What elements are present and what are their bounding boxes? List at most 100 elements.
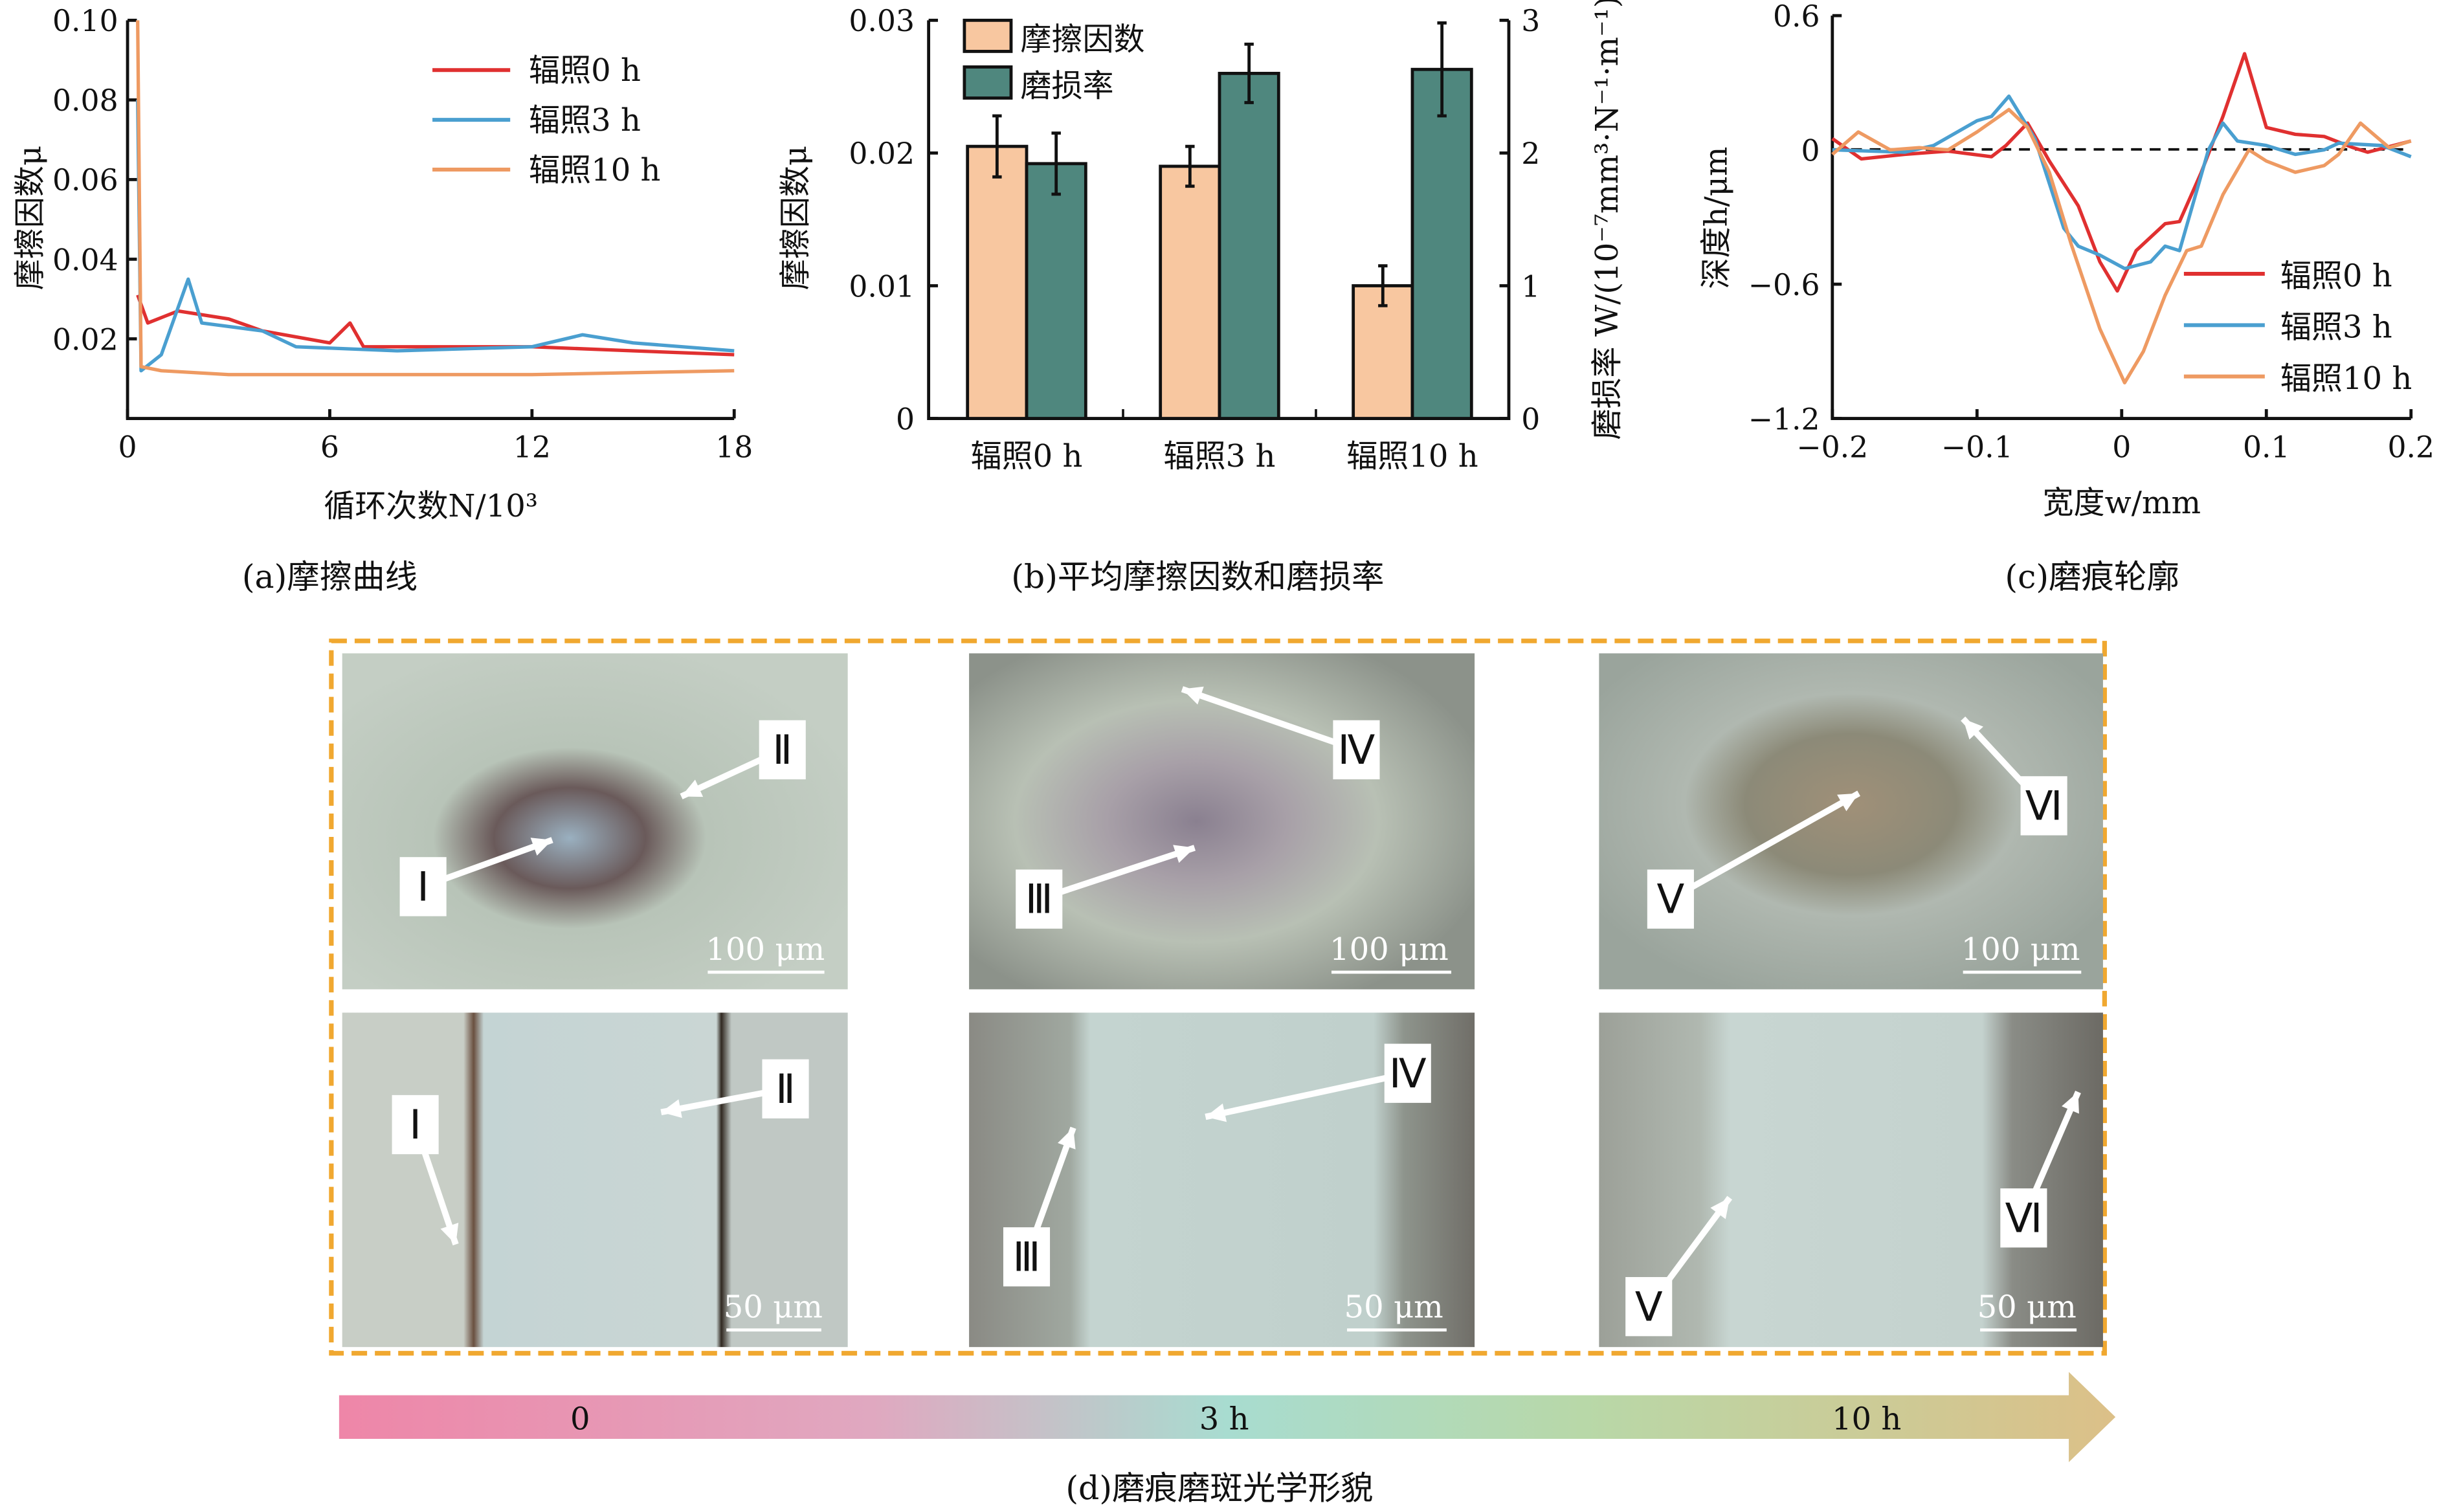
series-line-1	[136, 100, 735, 373]
arrow-head-icon	[1173, 845, 1195, 863]
y-tick-label: 0.04	[52, 243, 118, 277]
micrograph-0h-top	[342, 653, 848, 990]
annotation-label: Ⅱ	[775, 1067, 796, 1112]
series-line-0	[136, 294, 735, 357]
annotation-arrow	[1669, 790, 1861, 902]
y-axis-label: 深度h/μm	[1698, 147, 1734, 289]
annotation-label-box	[762, 1059, 809, 1118]
timeline-label-0: 0	[570, 1401, 590, 1438]
series-line-1	[1832, 94, 2412, 271]
y-tick-label: 0	[1801, 133, 1820, 168]
x-tick-label: 辐照10 h	[1346, 438, 1478, 474]
y2-tick-label: 2	[1521, 137, 1540, 171]
x-axis-label: 宽度w/mm	[2043, 485, 2201, 521]
annotation-arrow	[1038, 845, 1196, 902]
y2-axis-label: 磨损率 W/(10⁻⁷mm³·N⁻¹·m⁻¹)	[1589, 0, 1625, 440]
x-tick-label: 6	[320, 430, 339, 465]
annotation-label-box	[399, 857, 447, 917]
annotation-label: Ⅵ	[2025, 784, 2063, 829]
annotation-label-box	[1625, 1277, 1673, 1337]
timeline-label-3h: 3 h	[1199, 1401, 1249, 1438]
legend-swatch	[963, 65, 1013, 100]
bar-wear	[1410, 67, 1473, 420]
x-tick-label: 0	[118, 430, 137, 465]
annotation-label: Ⅳ	[1389, 1051, 1427, 1096]
y-tick-label: 0.06	[52, 163, 118, 197]
wear-profile-chart: −0.2 −0.1 0 0.1 0.2 0.6 0 −0.6 −1.2 深度h/μm 宽度w/m…	[1698, 0, 2434, 521]
error-bar	[1051, 131, 1061, 196]
y-axis-label: 摩擦因数μ	[777, 146, 814, 290]
arrow-head-icon	[440, 1223, 459, 1245]
annotation-label: Ⅱ	[772, 728, 792, 773]
legend-label: 辐照3 h	[529, 102, 641, 139]
annotation-label: Ⅵ	[2005, 1195, 2043, 1241]
annotation-label: Ⅰ	[409, 1102, 421, 1148]
arrow-head-icon	[1058, 1128, 1076, 1150]
caption-c: (c)磨痕轮廓	[2005, 557, 2179, 595]
error-bar	[1437, 21, 1447, 118]
y-tick-label: 0.02	[849, 137, 915, 171]
annotation-label-box	[1016, 869, 1063, 929]
bar-friction	[966, 144, 1029, 420]
scale-bar-label: 50 μm	[724, 1289, 823, 1326]
y-tick-label: 0.6	[1773, 0, 1820, 34]
y-tick-label: 0.01	[849, 269, 915, 304]
scale-bar-label: 50 μm	[1977, 1289, 2077, 1326]
legend-label: 辐照0 h	[2280, 258, 2392, 294]
y-tick-label: −1.2	[1748, 402, 1820, 436]
y2-tick-label: 0	[1521, 402, 1540, 436]
scale-bar-label: 100 μm	[1961, 931, 2080, 968]
annotation-label-box	[1647, 869, 1694, 929]
annotation-arrow	[1205, 1070, 1409, 1120]
legend: 辐照0 h 辐照3 h 辐照10 h	[2183, 258, 2412, 397]
legend: 辐照0 h 辐照3 h 辐照10 h	[432, 52, 660, 188]
y-tick-label: 0.02	[52, 322, 118, 357]
x-tick-label: −0.1	[1941, 430, 2013, 465]
annotation-label: Ⅲ	[1025, 877, 1053, 922]
error-bar	[1378, 264, 1388, 307]
legend-label: 辐照0 h	[529, 52, 641, 89]
y-tick-label: 0.03	[849, 4, 915, 38]
annotation-label: Ⅰ	[417, 864, 429, 909]
annotation-label-box	[392, 1095, 439, 1155]
arrow-head-icon	[1182, 686, 1204, 705]
x-axis-label: 循环次数N/10³	[324, 488, 538, 524]
error-bar	[1185, 144, 1195, 188]
y-axis-label: 摩擦因数μ	[12, 146, 48, 290]
scale-bar-label: 50 μm	[1344, 1289, 1443, 1326]
x-tick-label: 辐照3 h	[1164, 438, 1276, 474]
timeline-label-10h: 10 h	[1832, 1401, 1901, 1438]
x-tick-label: 0	[2112, 430, 2131, 465]
legend-label: 摩擦因数	[1020, 21, 1144, 58]
annotation-label-box	[1384, 1043, 1431, 1103]
x-tick-label: −0.2	[1796, 430, 1868, 465]
y-tick-label: 0.10	[52, 4, 118, 38]
annotation-label-box	[2020, 776, 2067, 836]
series-line-2	[1831, 107, 2412, 384]
x-tick-label: 0.2	[2387, 430, 2434, 465]
arrow-head-icon	[661, 1099, 682, 1118]
arrow-head-icon	[1963, 718, 1983, 740]
scale-bar-label: 100 μm	[706, 931, 825, 968]
arrow-head-icon	[1205, 1103, 1227, 1122]
legend-label: 辐照10 h	[2280, 361, 2412, 397]
bar-wear	[1218, 71, 1280, 420]
legend-label: 磨损率	[1020, 68, 1113, 104]
legend-swatch	[963, 18, 1013, 53]
annotation-label: Ⅴ	[1635, 1284, 1663, 1329]
annotation-label-box	[1333, 720, 1380, 780]
y-tick-label: 0	[896, 402, 915, 436]
series-line-0	[1831, 52, 2412, 293]
friction-wear-bar-chart: 0 0.01 0.02 0.03 0 1 2 3 辐照0 h 辐照3 h 辐照10 h 摩擦因数μ…	[777, 0, 1625, 474]
x-tick-label: 12	[513, 430, 551, 465]
micrograph-frame	[329, 638, 2107, 1356]
micrograph-10h-bottom	[1599, 1012, 2103, 1348]
x-tick-label: 18	[715, 430, 753, 465]
annotation-label-box	[759, 720, 806, 780]
y2-tick-label: 1	[1521, 269, 1540, 304]
bar-wear	[1025, 162, 1087, 420]
caption-b: (b)平均摩擦因数和磨损率	[1011, 557, 1384, 595]
arrow-head-icon	[2062, 1092, 2079, 1114]
